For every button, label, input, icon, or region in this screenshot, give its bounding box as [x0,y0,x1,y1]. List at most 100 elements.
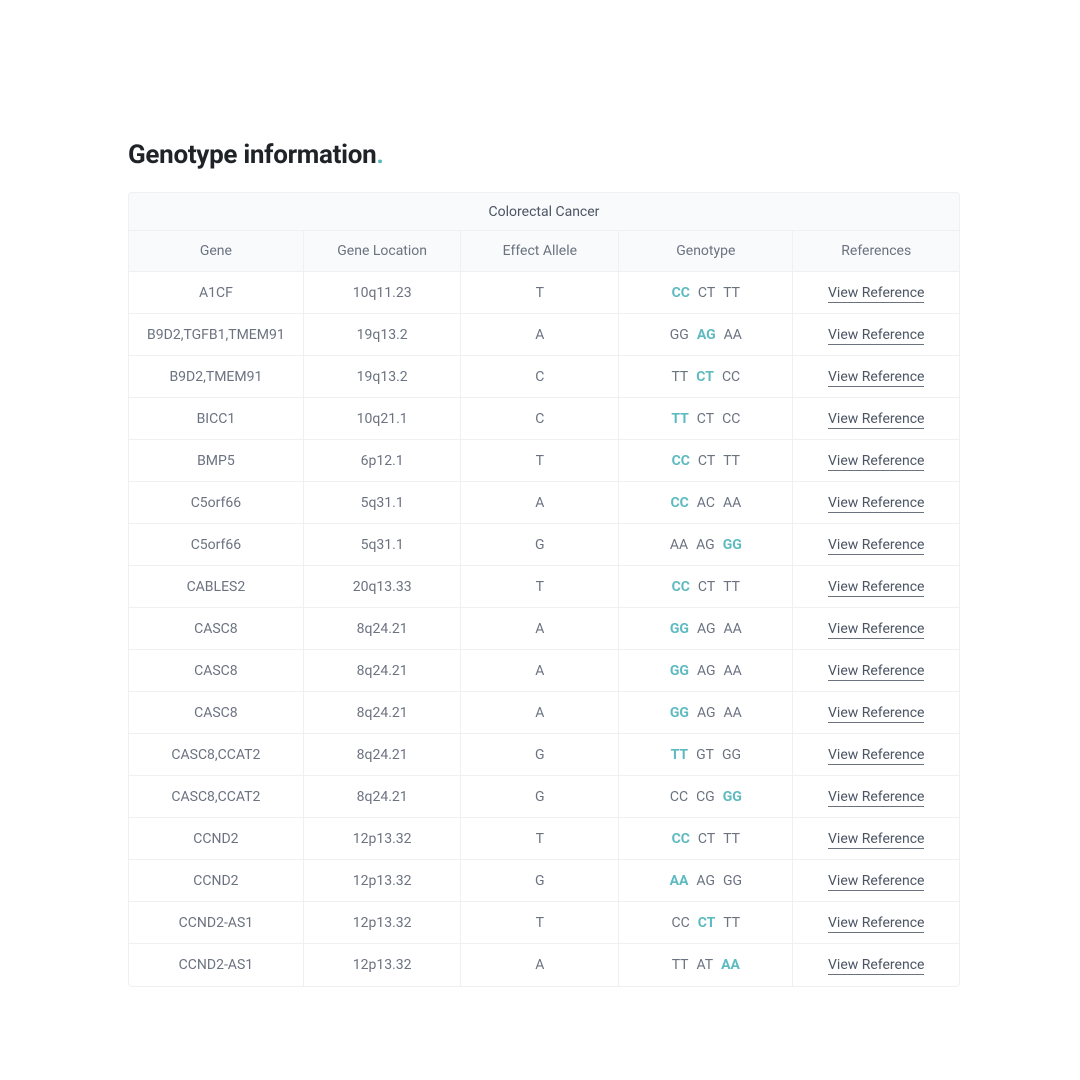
table-row: BICC110q21.1CTTCTCCView Reference [129,398,959,440]
view-reference-link[interactable]: View Reference [828,411,924,429]
view-reference-link[interactable]: View Reference [828,537,924,555]
genotype-option: CC [670,789,688,805]
col-references: References [793,231,959,272]
cell-reference: View Reference [793,776,959,818]
genotype-option: TT [723,831,740,847]
cell-effect-allele: T [461,902,619,944]
table-row: CCND2-AS112p13.32ATTATAAView Reference [129,944,959,986]
genotype-option: CT [698,453,715,469]
cell-genotype: CCCTTT [619,272,793,314]
cell-gene-location: 12p13.32 [303,944,461,986]
genotype-option: CT [698,915,716,931]
table-body: A1CF10q11.23TCCCTTTView ReferenceB9D2,TG… [129,272,959,986]
table-row: C5orf665q31.1GAAAGGGView Reference [129,524,959,566]
table-row: C5orf665q31.1ACCACAAView Reference [129,482,959,524]
view-reference-link[interactable]: View Reference [828,957,924,975]
view-reference-link[interactable]: View Reference [828,579,924,597]
cell-gene-location: 5q31.1 [303,524,461,566]
genotype-option: AT [697,957,714,973]
cell-gene-location: 8q24.21 [303,776,461,818]
col-gene: Gene [129,231,303,272]
table-row: CABLES220q13.33TCCCTTTView Reference [129,566,959,608]
cell-genotype: TTCTCC [619,398,793,440]
genotype-option: CT [696,369,714,385]
table-row: CASC88q24.21AGGAGAAView Reference [129,650,959,692]
table-row: CCND212p13.32GAAAGGGView Reference [129,860,959,902]
cell-gene: A1CF [129,272,303,314]
col-gene-location: Gene Location [303,231,461,272]
cell-reference: View Reference [793,650,959,692]
genotype-option: TT [723,453,740,469]
genotype-option: TT [672,957,689,973]
cell-gene-location: 8q24.21 [303,650,461,692]
cell-gene: C5orf66 [129,524,303,566]
view-reference-link[interactable]: View Reference [828,621,924,639]
cell-effect-allele: C [461,398,619,440]
cell-reference: View Reference [793,398,959,440]
table-row: CASC8,CCAT28q24.21GTTGTGGView Reference [129,734,959,776]
cell-reference: View Reference [793,314,959,356]
view-reference-link[interactable]: View Reference [828,915,924,933]
cell-effect-allele: A [461,692,619,734]
view-reference-link[interactable]: View Reference [828,789,924,807]
cell-reference: View Reference [793,734,959,776]
cell-reference: View Reference [793,692,959,734]
genotype-option: AG [696,537,715,553]
genotype-option: CT [698,285,715,301]
cell-gene-location: 8q24.21 [303,692,461,734]
genotype-table-container: Colorectal Cancer Gene Gene Location Eff… [128,192,960,987]
cell-effect-allele: T [461,818,619,860]
view-reference-link[interactable]: View Reference [828,873,924,891]
view-reference-link[interactable]: View Reference [828,831,924,849]
view-reference-link[interactable]: View Reference [828,453,924,471]
genotype-option: CC [722,369,740,385]
cell-effect-allele: G [461,524,619,566]
cell-gene: CCND2 [129,860,303,902]
genotype-option: GG [722,747,741,763]
view-reference-link[interactable]: View Reference [828,285,924,303]
cell-gene: CASC8,CCAT2 [129,734,303,776]
genotype-option: CT [698,579,715,595]
genotype-option: TT [671,411,688,427]
genotype-option: CC [672,453,690,469]
cell-reference: View Reference [793,440,959,482]
cell-gene: CCND2-AS1 [129,902,303,944]
view-reference-link[interactable]: View Reference [828,663,924,681]
genotype-option: AA [724,327,742,343]
cell-effect-allele: A [461,650,619,692]
cell-gene-location: 12p13.32 [303,860,461,902]
cell-gene-location: 12p13.32 [303,902,461,944]
genotype-option: TT [671,747,688,763]
genotype-option: CC [671,915,689,931]
genotype-option: CG [696,789,715,805]
cell-reference: View Reference [793,944,959,986]
genotype-option: GG [723,873,742,889]
genotype-option: AA [724,663,742,679]
genotype-option: TT [723,285,740,301]
cell-genotype: CCCTTT [619,818,793,860]
cell-genotype: GGAGAA [619,314,793,356]
table-row: A1CF10q11.23TCCCTTTView Reference [129,272,959,314]
cell-effect-allele: T [461,272,619,314]
cell-gene: C5orf66 [129,482,303,524]
view-reference-link[interactable]: View Reference [828,369,924,387]
cell-reference: View Reference [793,482,959,524]
cell-gene-location: 19q13.2 [303,356,461,398]
view-reference-link[interactable]: View Reference [828,495,924,513]
cell-gene-location: 12p13.32 [303,818,461,860]
cell-reference: View Reference [793,860,959,902]
cell-gene: BMP5 [129,440,303,482]
col-genotype: Genotype [619,231,793,272]
view-reference-link[interactable]: View Reference [828,327,924,345]
genotype-option: GG [670,705,689,721]
genotype-option: AA [724,621,742,637]
view-reference-link[interactable]: View Reference [828,705,924,723]
view-reference-link[interactable]: View Reference [828,747,924,765]
cell-genotype: TT CT CC [619,356,793,398]
col-effect-allele: Effect Allele [461,231,619,272]
cell-genotype: CCCTTT [619,566,793,608]
genotype-option: TT [671,369,688,385]
cell-genotype: CCCTTT [619,902,793,944]
cell-gene: CASC8 [129,692,303,734]
table-row: CASC8,CCAT28q24.21GCCCGGGView Reference [129,776,959,818]
